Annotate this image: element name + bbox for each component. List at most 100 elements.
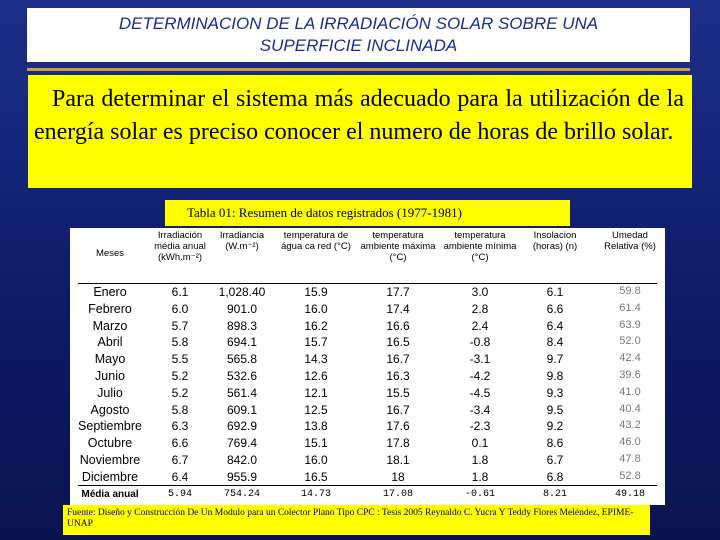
table-cell: 18.1 xyxy=(386,453,410,467)
summary-cell: 8.21 xyxy=(542,489,567,500)
table-cell: 40.4 xyxy=(619,402,641,415)
title-line: DETERMINACION DE LA IRRADIACIÓN SOLAR SO… xyxy=(118,14,599,33)
table-cell: 16.7 xyxy=(386,402,410,417)
table-cell: 41.0 xyxy=(619,385,641,398)
table-cell: 6.6 xyxy=(171,436,189,451)
column-header: Irradiancia (W.m⁻²) xyxy=(219,230,265,252)
table-cell: Septiembre xyxy=(78,419,142,434)
table-cell: Diciembre xyxy=(81,469,139,484)
table-cell: Mayo xyxy=(94,352,126,367)
table-cell: Agosto xyxy=(90,402,130,417)
table-cell: 59.8 xyxy=(619,285,641,297)
table-cell: 532.6 xyxy=(226,369,258,383)
summary-cell: Média anual xyxy=(81,489,139,500)
table-cell: 17.4 xyxy=(386,301,410,316)
table-cell: 0.1 xyxy=(471,436,489,451)
table-cell: Octubre xyxy=(87,436,133,451)
table-cell: -4.2 xyxy=(469,369,491,383)
table-cell: 6.3 xyxy=(171,419,189,434)
summary-cell: -0.61 xyxy=(464,489,495,500)
table-cell: 694.1 xyxy=(226,335,258,350)
column-header: Insolacion (horas) (n) xyxy=(532,230,578,252)
table-cell: 12.5 xyxy=(304,402,328,417)
table-cell: 6.4 xyxy=(171,469,189,484)
table-cell: Junio xyxy=(95,369,125,383)
title-box: DETERMINACION DE LA IRRADIACIÓN SOLAR SO… xyxy=(27,8,690,62)
table-cell: 17.6 xyxy=(386,419,410,434)
table-cell: 769.4 xyxy=(226,436,258,451)
table-cell: 5.2 xyxy=(171,385,189,400)
table-cell: 61.4 xyxy=(619,301,641,314)
divider xyxy=(27,68,690,71)
table-cell: 2.4 xyxy=(471,318,489,333)
table-cell: 955.9 xyxy=(226,469,258,484)
table-cell: 6.7 xyxy=(546,453,564,467)
table: Meses Irradiación média anual (kWh.m⁻²) Ir… xyxy=(70,228,665,505)
summary-cell: 17.08 xyxy=(382,489,413,500)
table-cell: 16.0 xyxy=(304,301,328,316)
table-cell: 12.1 xyxy=(304,385,328,400)
table-cell: 6.8 xyxy=(546,469,564,484)
paragraph: Para determinar el sistema más adecuado … xyxy=(28,75,692,188)
table-cell: 5.7 xyxy=(171,318,189,333)
table-cell: 6.0 xyxy=(171,301,189,316)
table-cell: 609.1 xyxy=(226,402,258,417)
table-cell: 9.8 xyxy=(546,369,564,383)
column-header: Irradiación média anual (kWh.m⁻²) xyxy=(154,230,206,263)
table-cell: 16.2 xyxy=(304,318,328,333)
summary-cell: 14.73 xyxy=(300,489,331,500)
table-cell: 5.5 xyxy=(171,352,189,367)
table-cell: 43.2 xyxy=(619,419,641,432)
table-cell: 16.0 xyxy=(304,453,328,467)
table-cell: 63.9 xyxy=(619,318,641,331)
table-cell: 9.7 xyxy=(546,352,564,367)
table-cell: 1,028.40 xyxy=(218,285,266,299)
table-cell: -3.1 xyxy=(469,352,491,367)
table-cell: 39.6 xyxy=(619,369,641,381)
table-cell: 842.0 xyxy=(226,453,258,467)
table-cell: 52.0 xyxy=(619,335,641,348)
table-cell: 15.5 xyxy=(386,385,410,400)
table-cell: 15.1 xyxy=(304,436,328,451)
table-cell: -0.8 xyxy=(469,335,491,350)
table-cell: 17.7 xyxy=(386,285,410,299)
title-line: SUPERFICIE INCLINADA xyxy=(259,36,458,55)
table-cell: -3.4 xyxy=(469,402,491,417)
table-cell: 16.5 xyxy=(386,335,410,350)
table-cell: 8.4 xyxy=(546,335,564,350)
summary-cell: 49.18 xyxy=(614,489,645,500)
table-cell: 13.8 xyxy=(304,419,328,434)
rule-line xyxy=(78,283,657,284)
table-cell: 6.1 xyxy=(171,285,189,299)
table-cell: Abril xyxy=(97,335,123,350)
table-cell: 9.3 xyxy=(546,385,564,400)
table-cell: 15.7 xyxy=(304,335,328,350)
table-cell: 1.8 xyxy=(471,453,489,467)
table-cell: 9.5 xyxy=(546,402,564,417)
column-header: temperatura ambiente mínima (°C) xyxy=(443,230,517,263)
column-header: temperatura ambiente máxima (°C) xyxy=(360,230,436,263)
table-cell: Noviembre xyxy=(79,453,141,467)
table-cell: Marzo xyxy=(92,318,128,333)
table-cell: 42.4 xyxy=(619,352,641,365)
table-cell: 14.3 xyxy=(304,352,328,367)
table-cell: 5.2 xyxy=(171,369,189,383)
table-cell: Enero xyxy=(93,285,127,299)
table-cell: 16.6 xyxy=(386,318,410,333)
table-cell: 5.8 xyxy=(171,402,189,417)
table-cell: Febrero xyxy=(88,301,132,316)
table-cell: 12.6 xyxy=(304,369,328,383)
table-cell: 692.9 xyxy=(226,419,258,434)
table-cell: 15.9 xyxy=(304,285,328,299)
table-cell: 6.7 xyxy=(171,453,189,467)
table-cell: 16.5 xyxy=(304,469,328,484)
table-cell: 8.6 xyxy=(546,436,564,451)
source-note: Fuente: Diseño y Construcción De Un Modu… xyxy=(63,505,650,535)
rule-line xyxy=(78,485,657,486)
column-header: temperatura de água ca red (°C) xyxy=(281,230,351,252)
table-cell: 18 xyxy=(391,469,405,484)
table-cell: 46.0 xyxy=(619,436,641,449)
table-cell: 52.8 xyxy=(619,469,641,482)
table-cell: 898.3 xyxy=(226,318,258,333)
